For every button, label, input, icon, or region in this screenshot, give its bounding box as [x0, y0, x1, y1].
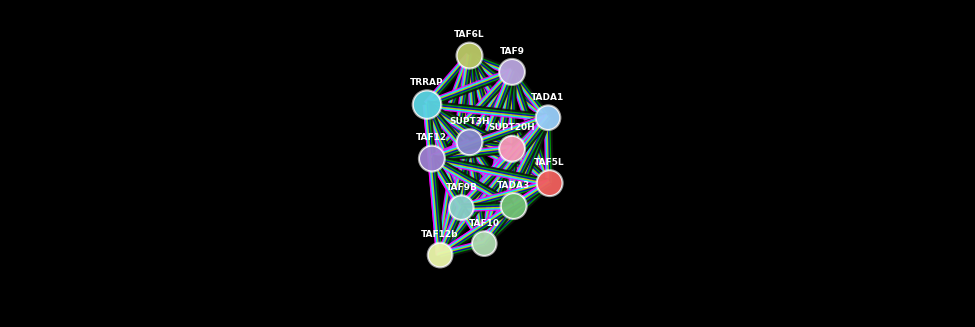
- Circle shape: [534, 104, 562, 131]
- Text: TAF5L: TAF5L: [534, 158, 565, 167]
- Circle shape: [499, 136, 525, 161]
- Text: TAF12b: TAF12b: [421, 230, 459, 239]
- Circle shape: [473, 232, 496, 255]
- Circle shape: [455, 42, 484, 70]
- Circle shape: [457, 43, 482, 68]
- Circle shape: [448, 194, 475, 221]
- Circle shape: [498, 135, 526, 163]
- Text: TAF6L: TAF6L: [454, 30, 485, 39]
- Circle shape: [537, 171, 562, 196]
- Circle shape: [418, 145, 446, 173]
- Text: SUPT20H: SUPT20H: [488, 123, 535, 132]
- Circle shape: [427, 242, 453, 268]
- Circle shape: [471, 230, 497, 257]
- Text: TADA1: TADA1: [531, 93, 565, 102]
- Text: TAF9: TAF9: [499, 46, 525, 56]
- Circle shape: [498, 58, 526, 86]
- Circle shape: [499, 192, 527, 220]
- Circle shape: [501, 194, 526, 218]
- Circle shape: [428, 243, 451, 267]
- Text: TAF9B: TAF9B: [446, 183, 478, 192]
- Circle shape: [536, 106, 560, 129]
- Circle shape: [413, 91, 441, 118]
- Circle shape: [499, 60, 525, 84]
- Text: TAF12: TAF12: [416, 133, 448, 142]
- Text: TRRAP: TRRAP: [410, 78, 444, 87]
- Circle shape: [455, 128, 484, 156]
- Circle shape: [449, 196, 473, 219]
- Circle shape: [419, 146, 445, 171]
- Circle shape: [411, 89, 443, 120]
- Text: SUPT3H: SUPT3H: [449, 117, 489, 126]
- Text: TADA3: TADA3: [497, 181, 530, 190]
- Circle shape: [535, 169, 564, 197]
- Circle shape: [457, 130, 482, 155]
- Text: TAF10: TAF10: [469, 219, 500, 228]
